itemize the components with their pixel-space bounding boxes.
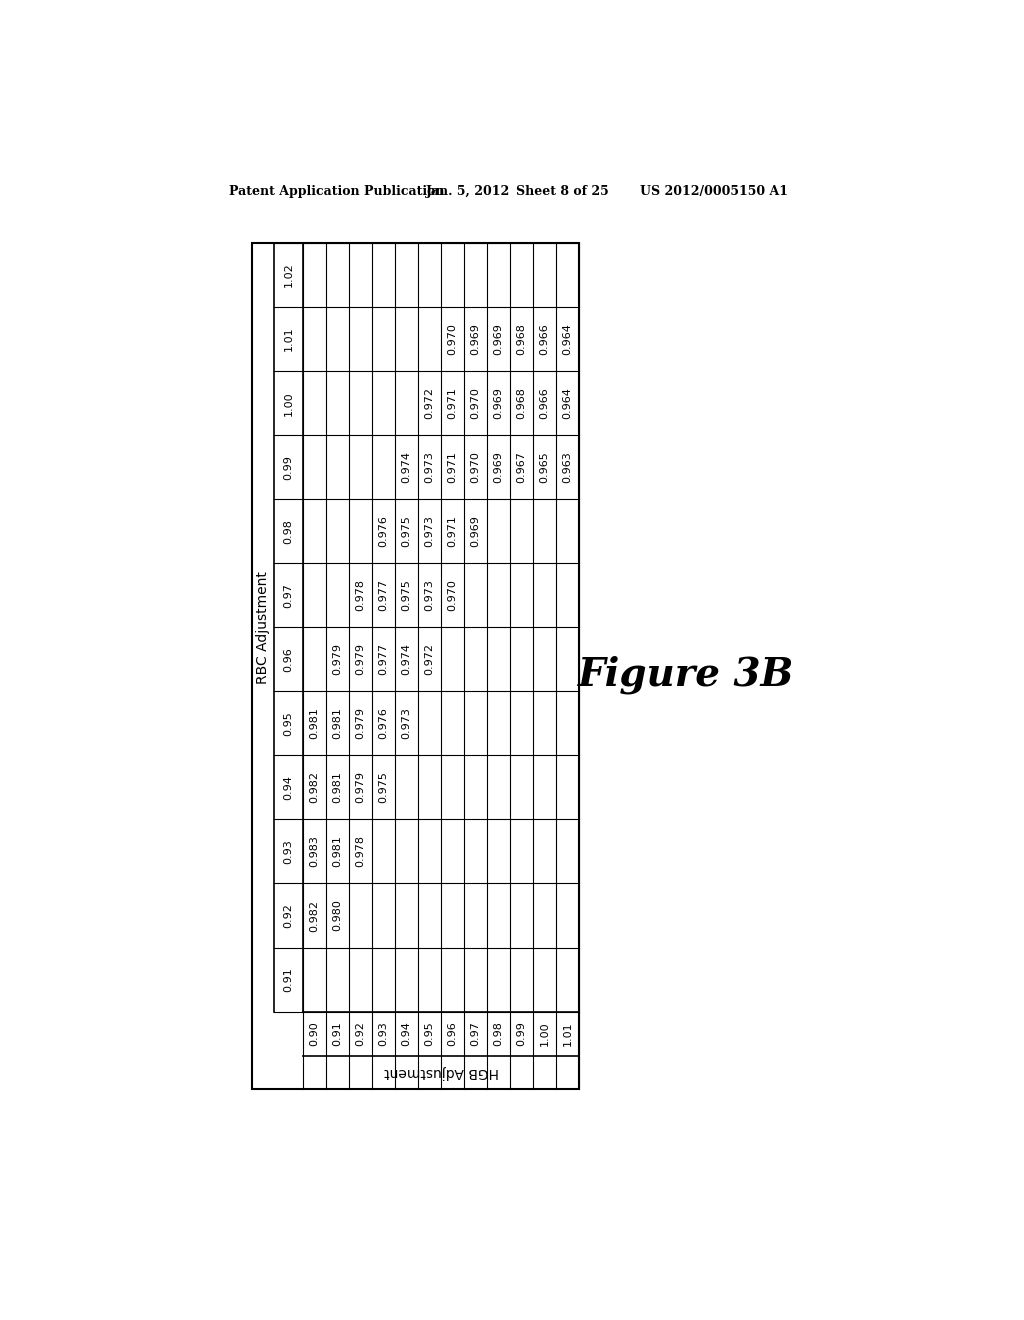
Text: 0.981: 0.981	[309, 708, 319, 739]
Text: 0.975: 0.975	[401, 515, 412, 548]
Text: 0.973: 0.973	[401, 708, 412, 739]
Text: 0.964: 0.964	[562, 387, 572, 420]
Text: 0.973: 0.973	[425, 579, 434, 611]
Text: 0.93: 0.93	[284, 840, 294, 863]
Text: 0.96: 0.96	[284, 647, 294, 672]
Text: 0.97: 0.97	[471, 1022, 480, 1047]
Text: 0.971: 0.971	[447, 451, 458, 483]
Bar	[252, 243, 579, 1089]
Text: 0.969: 0.969	[471, 515, 480, 548]
Text: 0.970: 0.970	[447, 323, 458, 355]
Text: 0.979: 0.979	[355, 643, 366, 676]
Text: 0.981: 0.981	[333, 771, 343, 804]
Text: 0.970: 0.970	[447, 579, 458, 611]
Text: 0.976: 0.976	[379, 515, 389, 548]
Text: 1.00: 1.00	[284, 391, 294, 416]
Text: Sheet 8 of 25: Sheet 8 of 25	[515, 185, 608, 198]
Text: 0.966: 0.966	[540, 387, 550, 418]
Text: 0.967: 0.967	[516, 451, 526, 483]
Text: 0.973: 0.973	[425, 451, 434, 483]
Text: 0.92: 0.92	[355, 1022, 366, 1047]
Text: 0.979: 0.979	[333, 643, 343, 676]
Text: 0.969: 0.969	[494, 323, 504, 355]
Text: 0.973: 0.973	[425, 515, 434, 548]
Text: 0.94: 0.94	[401, 1022, 412, 1047]
Text: RBC Adjustment: RBC Adjustment	[256, 570, 270, 684]
Text: 0.981: 0.981	[333, 708, 343, 739]
Text: 0.979: 0.979	[355, 771, 366, 804]
Text: 0.91: 0.91	[333, 1022, 343, 1047]
Text: US 2012/0005150 A1: US 2012/0005150 A1	[640, 185, 787, 198]
Text: 0.975: 0.975	[401, 579, 412, 611]
Text: 0.968: 0.968	[516, 387, 526, 420]
Text: 0.974: 0.974	[401, 451, 412, 483]
Text: 0.966: 0.966	[540, 323, 550, 355]
Text: 0.982: 0.982	[309, 899, 319, 932]
Text: 0.91: 0.91	[284, 968, 294, 991]
Text: 1.02: 1.02	[284, 263, 294, 288]
Text: Patent Application Publication: Patent Application Publication	[228, 185, 444, 198]
Text: 0.90: 0.90	[309, 1022, 319, 1047]
Text: 0.99: 0.99	[284, 455, 294, 479]
Text: HGB Adjustment: HGB Adjustment	[384, 1065, 499, 1080]
Text: 0.963: 0.963	[562, 451, 572, 483]
Text: 0.971: 0.971	[447, 387, 458, 420]
Text: 1.01: 1.01	[284, 327, 294, 351]
Text: 0.979: 0.979	[355, 708, 366, 739]
Text: 1.01: 1.01	[562, 1022, 572, 1047]
Text: 0.983: 0.983	[309, 836, 319, 867]
Text: 0.978: 0.978	[355, 579, 366, 611]
Text: 0.98: 0.98	[494, 1022, 504, 1047]
Text: 0.97: 0.97	[284, 583, 294, 607]
Text: 0.975: 0.975	[379, 771, 389, 804]
Text: 0.972: 0.972	[425, 643, 434, 676]
Text: 0.94: 0.94	[284, 775, 294, 800]
Text: 0.969: 0.969	[494, 451, 504, 483]
Text: 0.96: 0.96	[447, 1022, 458, 1047]
Text: Jan. 5, 2012: Jan. 5, 2012	[426, 185, 511, 198]
Text: 0.972: 0.972	[425, 387, 434, 420]
Text: 0.970: 0.970	[471, 387, 480, 420]
Text: 1.00: 1.00	[540, 1022, 550, 1047]
Text: 0.980: 0.980	[333, 899, 343, 932]
Text: 0.95: 0.95	[284, 711, 294, 735]
Text: 0.970: 0.970	[471, 451, 480, 483]
Text: 0.99: 0.99	[516, 1022, 526, 1047]
Text: 0.968: 0.968	[516, 323, 526, 355]
Text: 0.964: 0.964	[562, 323, 572, 355]
Text: Figure 3B: Figure 3B	[578, 655, 795, 693]
Text: 0.974: 0.974	[401, 643, 412, 676]
Text: 0.976: 0.976	[379, 708, 389, 739]
Text: 0.93: 0.93	[379, 1022, 389, 1047]
Text: 0.965: 0.965	[540, 451, 550, 483]
Text: 0.971: 0.971	[447, 515, 458, 548]
Text: 0.978: 0.978	[355, 836, 366, 867]
Text: 0.982: 0.982	[309, 771, 319, 804]
Text: 0.98: 0.98	[284, 519, 294, 544]
Text: 0.981: 0.981	[333, 836, 343, 867]
Text: 0.95: 0.95	[425, 1022, 434, 1047]
Text: 0.977: 0.977	[379, 579, 389, 611]
Text: 0.977: 0.977	[379, 643, 389, 676]
Text: 0.969: 0.969	[494, 387, 504, 420]
Text: 0.969: 0.969	[471, 323, 480, 355]
Text: 0.92: 0.92	[284, 903, 294, 928]
